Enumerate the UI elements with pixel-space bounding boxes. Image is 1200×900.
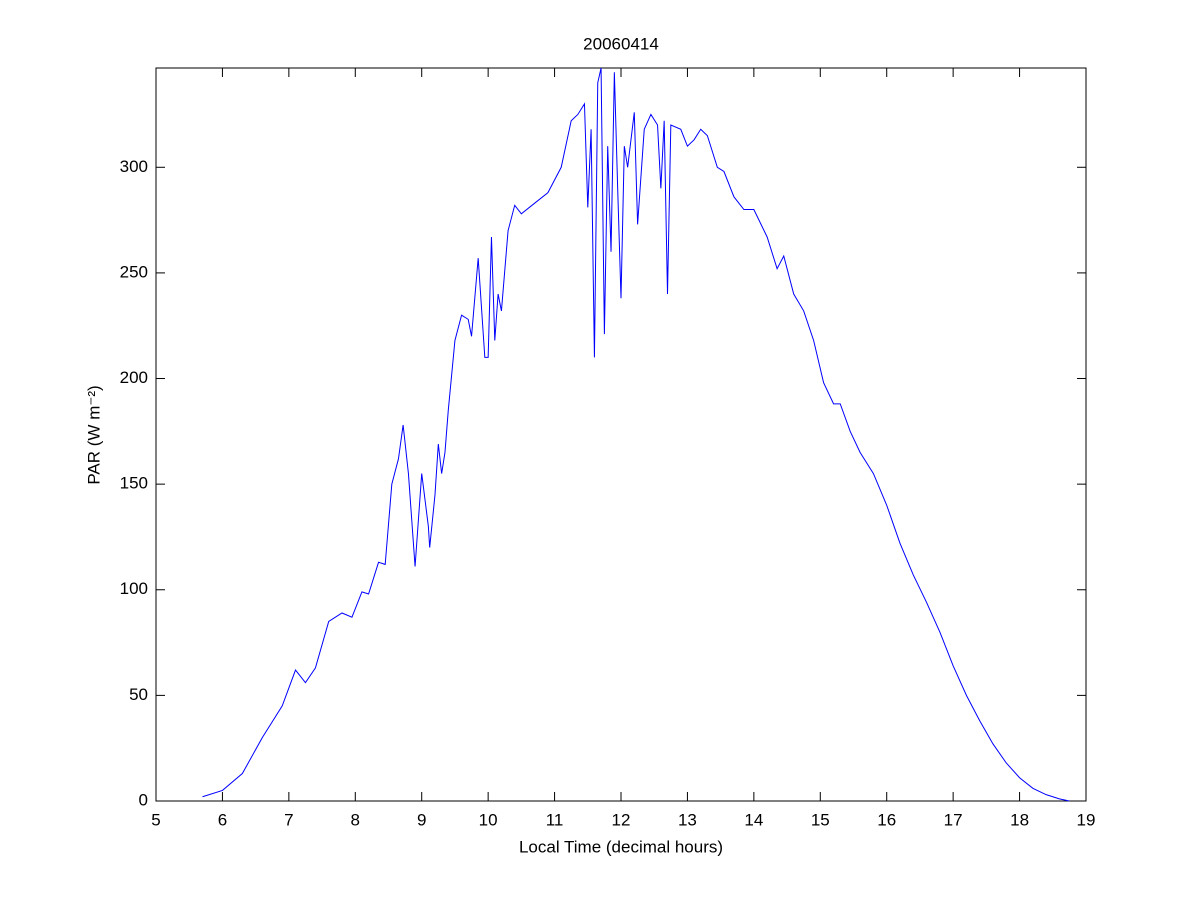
chart-title: 20060414 xyxy=(583,34,659,53)
x-tick-label: 7 xyxy=(284,810,293,829)
x-tick-label: 18 xyxy=(1010,810,1029,829)
x-tick-label: 10 xyxy=(479,810,498,829)
x-tick-label: 16 xyxy=(877,810,896,829)
x-tick-label: 17 xyxy=(944,810,963,829)
y-tick-label: 250 xyxy=(120,262,148,281)
x-tick-label: 9 xyxy=(417,810,426,829)
y-tick-label: 200 xyxy=(120,368,148,387)
y-tick-label: 100 xyxy=(120,579,148,598)
x-tick-label: 11 xyxy=(546,810,564,829)
x-tick-label: 19 xyxy=(1077,810,1096,829)
y-axis-label: PAR (W m⁻²) xyxy=(84,385,103,484)
x-tick-label: 8 xyxy=(351,810,360,829)
x-tick-label: 5 xyxy=(151,810,160,829)
x-tick-label: 6 xyxy=(218,810,227,829)
x-tick-label: 15 xyxy=(811,810,830,829)
x-tick-label: 14 xyxy=(744,810,763,829)
y-tick-label: 300 xyxy=(120,157,148,176)
y-tick-label: 50 xyxy=(129,685,148,704)
x-tick-label: 13 xyxy=(678,810,697,829)
x-tick-label: 12 xyxy=(612,810,631,829)
x-axis-label: Local Time (decimal hours) xyxy=(519,837,723,856)
data-line xyxy=(202,67,1070,802)
y-tick-label: 150 xyxy=(120,474,148,493)
y-tick-label: 0 xyxy=(139,790,148,809)
